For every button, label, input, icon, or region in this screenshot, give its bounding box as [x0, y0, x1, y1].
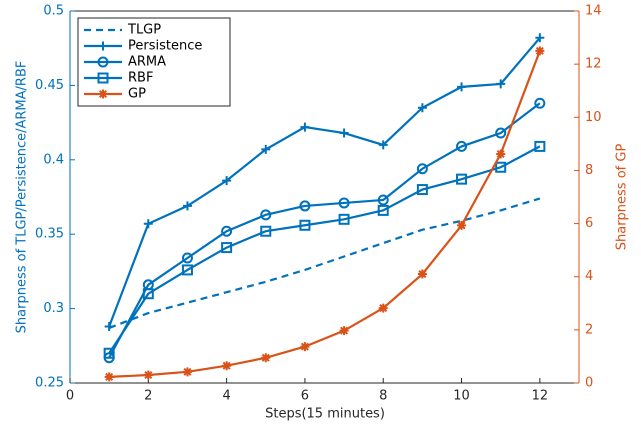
marker [416, 184, 428, 196]
marker [221, 225, 233, 237]
marker [142, 288, 154, 300]
marker [299, 219, 311, 231]
y-tick-label: 0.25 [35, 376, 64, 391]
marker [417, 103, 427, 113]
marker [377, 204, 389, 216]
x-tick-label: 0 [66, 389, 74, 404]
y-axis-label: Sharpness of TLGP/Persistence/ARMA/RBF [15, 61, 30, 334]
legend-label: Persistence [128, 39, 202, 54]
marker [378, 140, 388, 150]
y2-tick-label: 6 [585, 216, 593, 231]
y2-tick-label: 2 [585, 322, 593, 337]
y2-tick-label: 8 [585, 163, 593, 178]
y2-tick-label: 4 [585, 269, 593, 284]
marker [535, 33, 545, 43]
legend-label: TLGP [127, 23, 161, 38]
marker [98, 89, 108, 99]
marker [339, 128, 349, 138]
marker [456, 140, 468, 152]
marker [338, 213, 350, 225]
marker [222, 176, 232, 186]
series-line [108, 102, 541, 359]
x-tick-label: 12 [532, 389, 549, 404]
y-tick-label: 0.3 [43, 301, 64, 316]
marker [378, 303, 388, 313]
marker [417, 269, 427, 279]
marker [339, 326, 349, 336]
marker [457, 82, 467, 92]
marker [181, 264, 193, 276]
marker [495, 161, 507, 173]
y-tick-label: 0.35 [35, 227, 64, 242]
marker [182, 367, 192, 377]
marker [104, 321, 114, 331]
marker [377, 194, 389, 206]
y2-tick-label: 10 [585, 110, 602, 125]
marker [261, 353, 271, 363]
series-line [108, 37, 541, 327]
marker [97, 72, 109, 84]
series-line [108, 197, 541, 329]
legend-label: GP [128, 87, 146, 102]
marker [143, 219, 153, 229]
marker [261, 144, 271, 154]
y2-tick-label: 0 [585, 376, 593, 391]
marker [456, 173, 468, 185]
marker [143, 370, 153, 380]
y2-axis-label: Sharpness of GP [615, 144, 630, 251]
marker [260, 225, 272, 237]
marker [103, 347, 115, 359]
y-tick-label: 0.45 [35, 78, 64, 93]
marker [457, 220, 467, 230]
marker [104, 372, 114, 382]
marker [496, 149, 506, 159]
marker [300, 122, 310, 132]
x-tick-label: 6 [301, 389, 309, 404]
x-axis-label: Steps(15 minutes) [265, 407, 385, 422]
marker [495, 127, 507, 139]
y-tick-label: 0.5 [43, 4, 64, 19]
marker [97, 56, 109, 68]
y2-tick-label: 14 [585, 4, 602, 19]
marker [260, 209, 272, 221]
marker [181, 252, 193, 264]
marker [416, 163, 428, 175]
series-line [108, 145, 541, 354]
marker [534, 140, 546, 152]
marker [222, 361, 232, 371]
series-line [109, 50, 541, 378]
marker [496, 79, 506, 89]
legend-label: RBF [128, 71, 153, 86]
x-tick-label: 2 [144, 389, 152, 404]
marker [338, 197, 350, 209]
x-tick-label: 10 [453, 389, 470, 404]
x-tick-label: 4 [222, 389, 230, 404]
marker [299, 200, 311, 212]
marker [221, 242, 233, 254]
marker [300, 342, 310, 352]
y2-tick-label: 12 [585, 57, 602, 72]
marker [182, 201, 192, 211]
marker [535, 46, 545, 56]
y-tick-label: 0.4 [43, 152, 64, 167]
legend-label: ARMA [128, 55, 166, 70]
marker [534, 97, 546, 109]
x-tick-label: 8 [379, 389, 387, 404]
marker [98, 41, 108, 51]
